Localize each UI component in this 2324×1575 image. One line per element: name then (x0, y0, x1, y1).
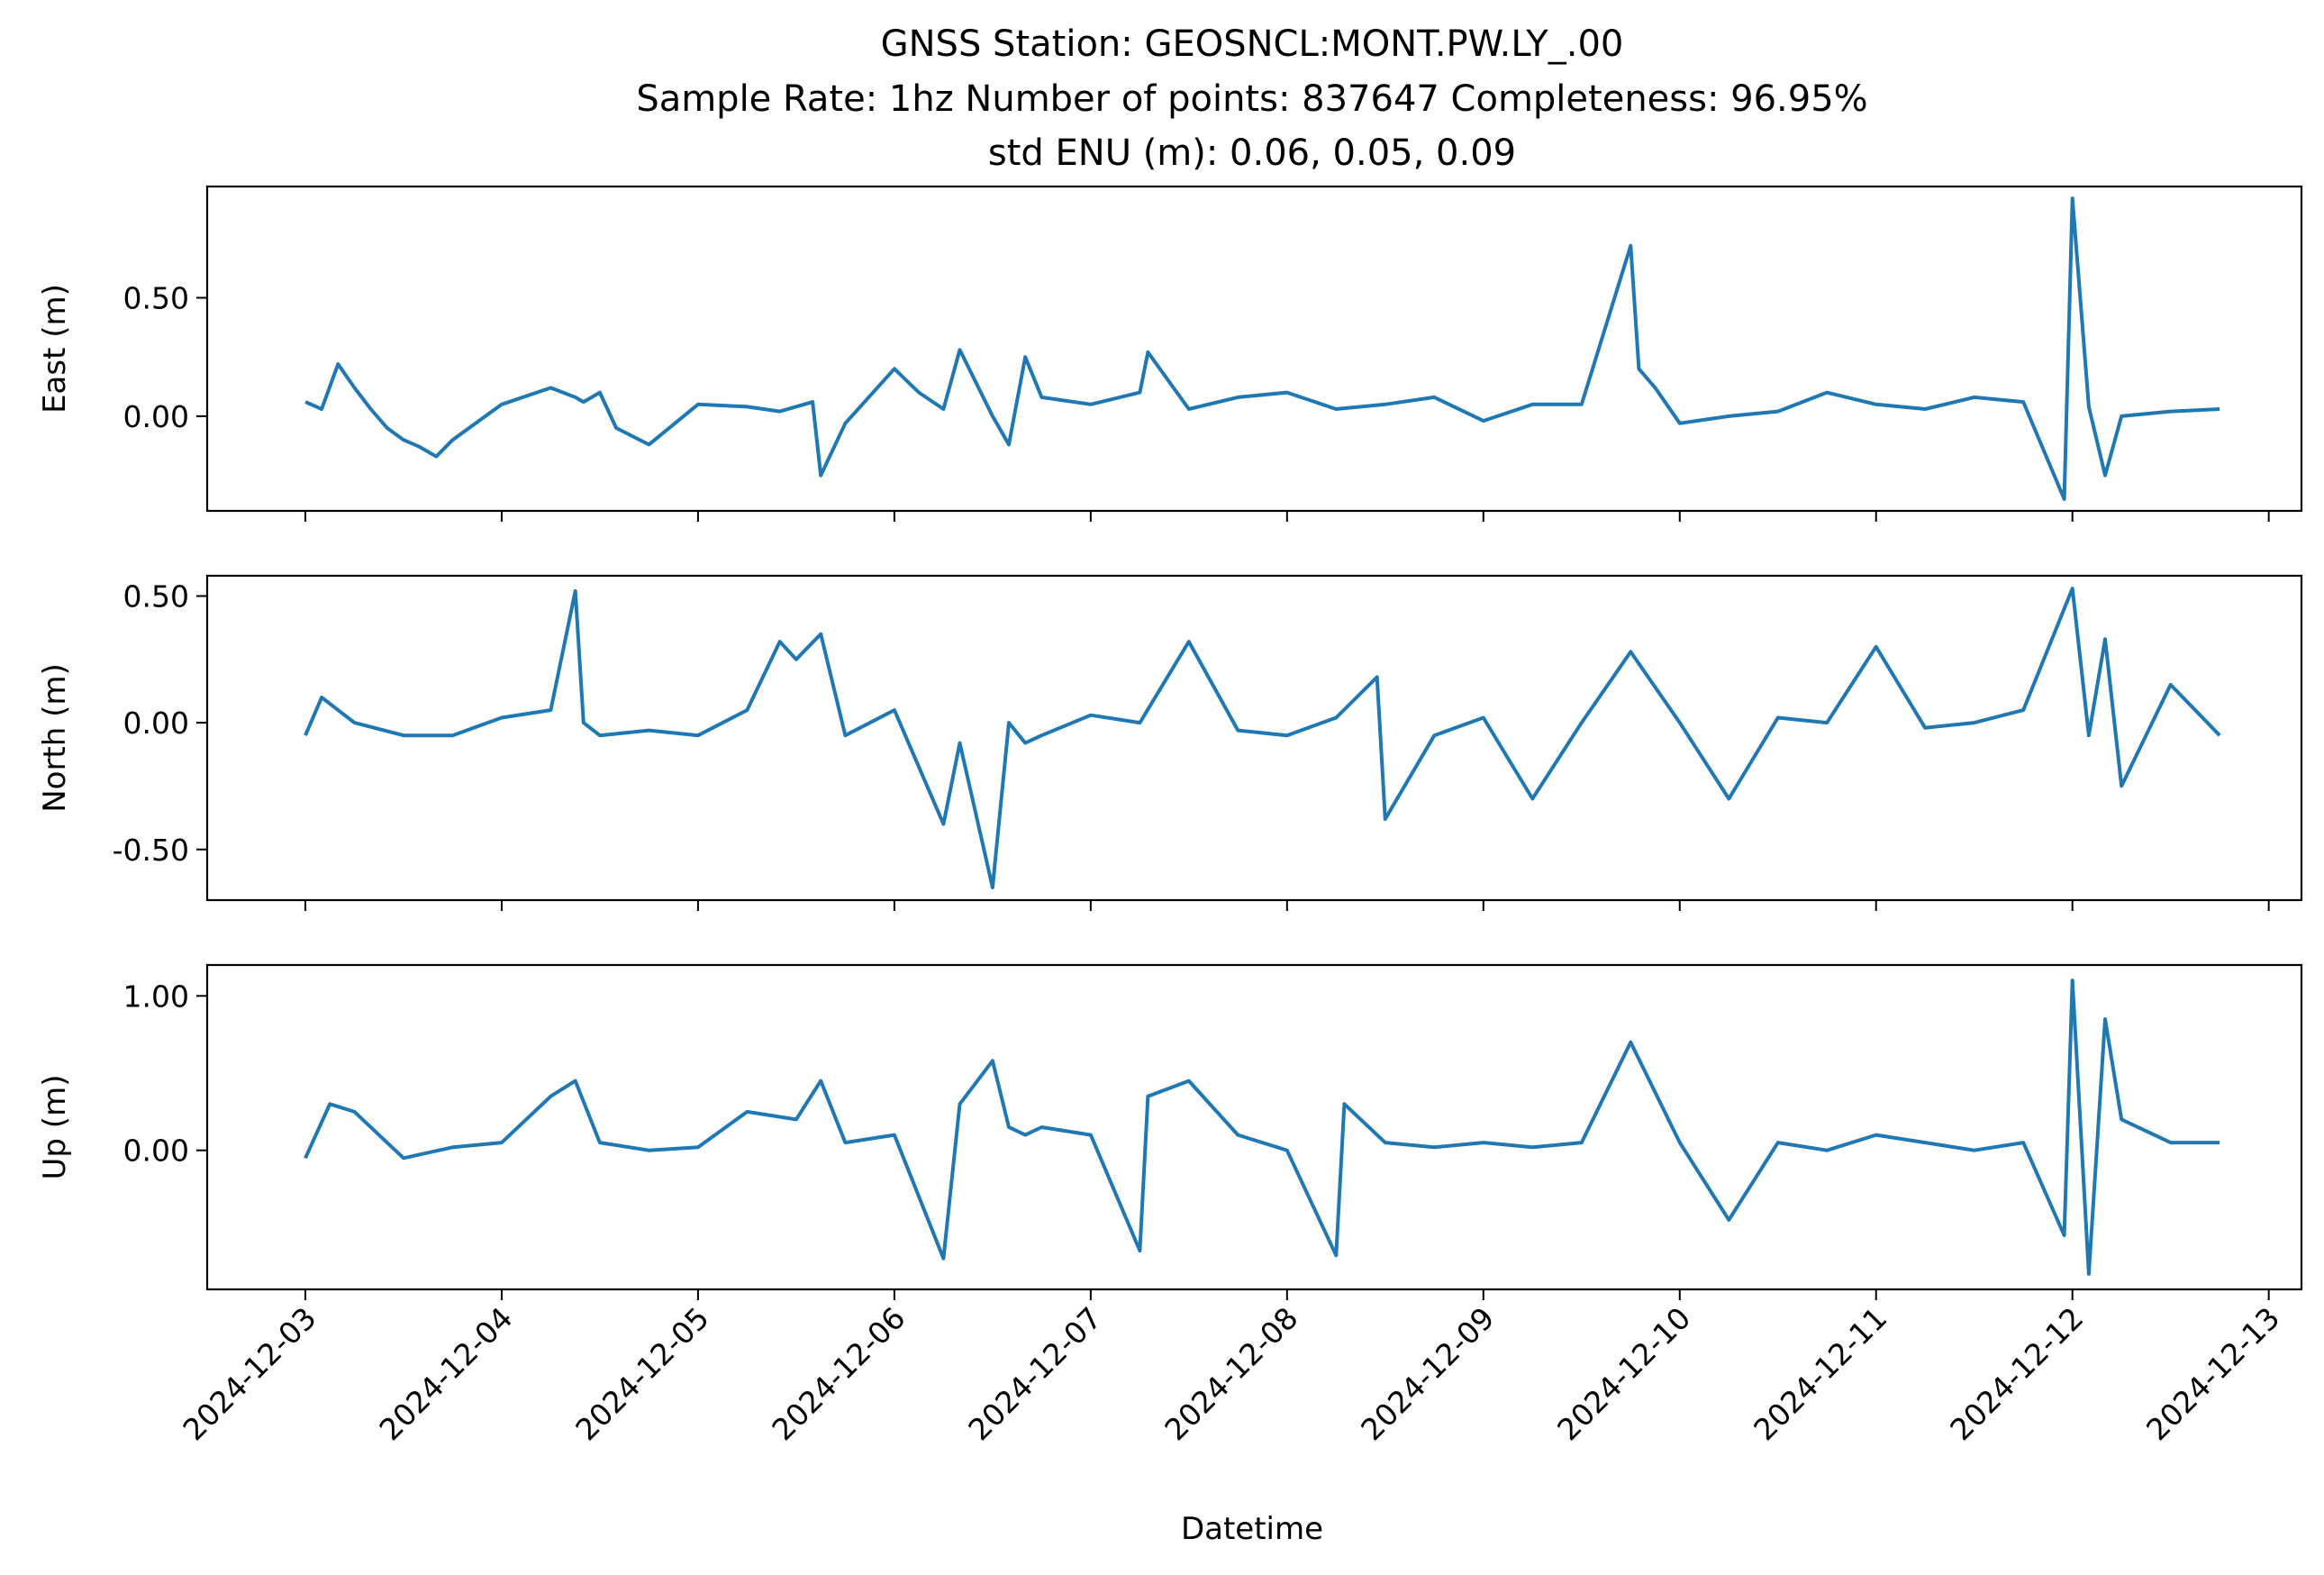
y-tick-label: 0.50 (123, 579, 189, 615)
series-line (304, 979, 2220, 1276)
plot-frame (205, 963, 2303, 1291)
title-line-3: std ENU (m): 0.06, 0.05, 0.09 (988, 132, 1516, 174)
series-line (304, 196, 2220, 501)
y-tick-label: 0.00 (123, 706, 189, 741)
x-tick-label: 2024-12-08 (1157, 1300, 1304, 1447)
panel-3: 1.00 0.00 Up (m) (37, 963, 2303, 1300)
panel-1: 0.00 0.50 East (m) (37, 185, 2303, 522)
x-tick-labels: 2024-12-03 2024-12-04 2024-12-05 2024-12-06… (176, 1300, 2286, 1447)
y-axis-label: North (m) (37, 663, 73, 813)
y-tick-label: 0.00 (123, 1133, 189, 1169)
x-axis-label: Datetime (1181, 1511, 1323, 1547)
title-line-1: GNSS Station: GEOSNCL:MONT.PW.LY_.00 (881, 23, 1624, 65)
y-tick-label: -0.50 (113, 833, 189, 868)
panels: 0.00 0.50 East (m) 0.50 0.00 -0.50 North (m) 1.… (37, 185, 2303, 1300)
plot-frame (205, 574, 2303, 902)
chart-title: GNSS Station: GEOSNCL:MONT.PW.LY_.00 Sam… (636, 23, 1867, 174)
x-tick-label: 2024-12-05 (568, 1300, 715, 1447)
title-line-2: Sample Rate: 1hz Number of points: 83764… (636, 78, 1867, 120)
x-tick-label: 2024-12-07 (961, 1300, 1108, 1447)
y-tick-label: 0.50 (123, 281, 189, 316)
x-tick-label: 2024-12-04 (372, 1300, 519, 1447)
x-tick-label: 2024-12-06 (765, 1300, 912, 1447)
x-tick-label: 2024-12-03 (176, 1300, 322, 1447)
x-tick-label: 2024-12-12 (1943, 1300, 2090, 1447)
panel-2: 0.50 0.00 -0.50 North (m) (37, 574, 2303, 911)
y-tick-label: 1.00 (123, 979, 189, 1014)
x-tick-label: 2024-12-10 (1550, 1300, 1697, 1447)
plot-frame (205, 185, 2303, 513)
x-tick-label: 2024-12-09 (1354, 1300, 1501, 1447)
series-line (304, 587, 2221, 889)
y-axis-label: Up (m) (37, 1075, 73, 1180)
x-tick-label: 2024-12-11 (1747, 1300, 1893, 1447)
y-axis-label: East (m) (37, 284, 73, 414)
y-tick-label: 0.00 (123, 399, 189, 434)
x-tick-label: 2024-12-13 (2139, 1300, 2286, 1447)
